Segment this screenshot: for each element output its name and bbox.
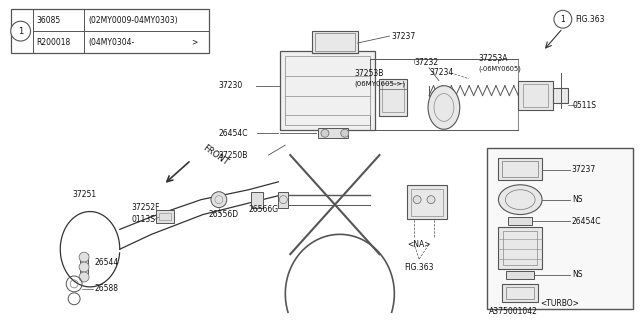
Bar bbox=[312, 31, 358, 53]
Text: 37253A: 37253A bbox=[479, 54, 508, 63]
Text: A375001042: A375001042 bbox=[488, 307, 538, 316]
Text: 37251: 37251 bbox=[72, 190, 96, 199]
Circle shape bbox=[413, 196, 421, 204]
Bar bbox=[506, 287, 534, 299]
Text: 26566G: 26566G bbox=[248, 205, 279, 214]
Text: FIG.363: FIG.363 bbox=[404, 263, 434, 272]
Text: <TURBO>: <TURBO> bbox=[540, 299, 579, 308]
Text: (04MY0304-: (04MY0304- bbox=[88, 37, 134, 46]
Bar bbox=[508, 218, 532, 225]
Circle shape bbox=[341, 129, 349, 137]
Circle shape bbox=[79, 262, 89, 272]
Bar bbox=[278, 192, 288, 208]
Circle shape bbox=[554, 10, 572, 28]
Bar bbox=[285, 56, 369, 125]
Bar bbox=[315, 33, 355, 51]
Bar bbox=[524, 84, 548, 108]
Bar bbox=[251, 192, 262, 208]
Bar bbox=[486, 148, 633, 309]
Bar bbox=[280, 51, 374, 130]
Text: 26588: 26588 bbox=[95, 284, 119, 293]
Text: (02MY0009-04MY0303): (02MY0009-04MY0303) bbox=[88, 16, 178, 25]
Circle shape bbox=[79, 272, 89, 282]
Bar bbox=[318, 128, 348, 138]
Text: 37252F: 37252F bbox=[132, 203, 160, 212]
Bar bbox=[407, 185, 447, 220]
Bar bbox=[518, 81, 553, 110]
Text: 26454C: 26454C bbox=[219, 129, 248, 138]
Text: 1: 1 bbox=[18, 27, 23, 36]
Bar bbox=[11, 9, 209, 53]
Bar bbox=[553, 88, 568, 103]
Bar bbox=[502, 161, 538, 177]
Bar bbox=[159, 212, 172, 220]
Text: (06MY0605->): (06MY0605->) bbox=[355, 80, 406, 87]
Text: >: > bbox=[191, 37, 197, 46]
Text: 37253B: 37253B bbox=[355, 69, 384, 78]
Text: 36085: 36085 bbox=[36, 16, 61, 25]
Bar bbox=[499, 228, 542, 269]
Text: (-06MY0605): (-06MY0605) bbox=[479, 66, 522, 72]
Ellipse shape bbox=[499, 185, 542, 214]
Text: NS: NS bbox=[572, 195, 582, 204]
Text: FRONT: FRONT bbox=[201, 143, 230, 167]
Circle shape bbox=[279, 196, 287, 204]
Circle shape bbox=[427, 196, 435, 204]
Text: 0113S: 0113S bbox=[132, 215, 156, 224]
Bar bbox=[380, 79, 407, 116]
Text: FIG.363: FIG.363 bbox=[575, 15, 604, 24]
Text: 1: 1 bbox=[561, 15, 565, 24]
Bar bbox=[506, 271, 534, 279]
Text: <NA>: <NA> bbox=[408, 240, 431, 249]
Bar bbox=[156, 210, 174, 223]
Circle shape bbox=[321, 129, 329, 137]
Text: R200018: R200018 bbox=[36, 37, 71, 46]
Bar bbox=[504, 231, 537, 265]
Text: 37250B: 37250B bbox=[219, 150, 248, 160]
Text: 37232: 37232 bbox=[414, 58, 438, 67]
Bar bbox=[499, 158, 542, 180]
Text: 37237: 37237 bbox=[572, 165, 596, 174]
Bar bbox=[383, 83, 404, 112]
Text: 26544: 26544 bbox=[95, 258, 119, 267]
Circle shape bbox=[211, 192, 227, 208]
Text: 37230: 37230 bbox=[219, 81, 243, 90]
Text: 0511S: 0511S bbox=[573, 101, 596, 110]
Circle shape bbox=[79, 252, 89, 262]
Bar bbox=[412, 189, 443, 215]
Text: 37237: 37237 bbox=[392, 32, 415, 41]
Text: 37234: 37234 bbox=[429, 68, 453, 77]
Bar bbox=[502, 284, 538, 302]
Ellipse shape bbox=[428, 86, 460, 129]
Text: 26454C: 26454C bbox=[572, 217, 602, 226]
Circle shape bbox=[11, 21, 31, 41]
Bar bbox=[80, 254, 88, 274]
Text: 26556D: 26556D bbox=[209, 210, 239, 219]
Text: NS: NS bbox=[572, 270, 582, 279]
